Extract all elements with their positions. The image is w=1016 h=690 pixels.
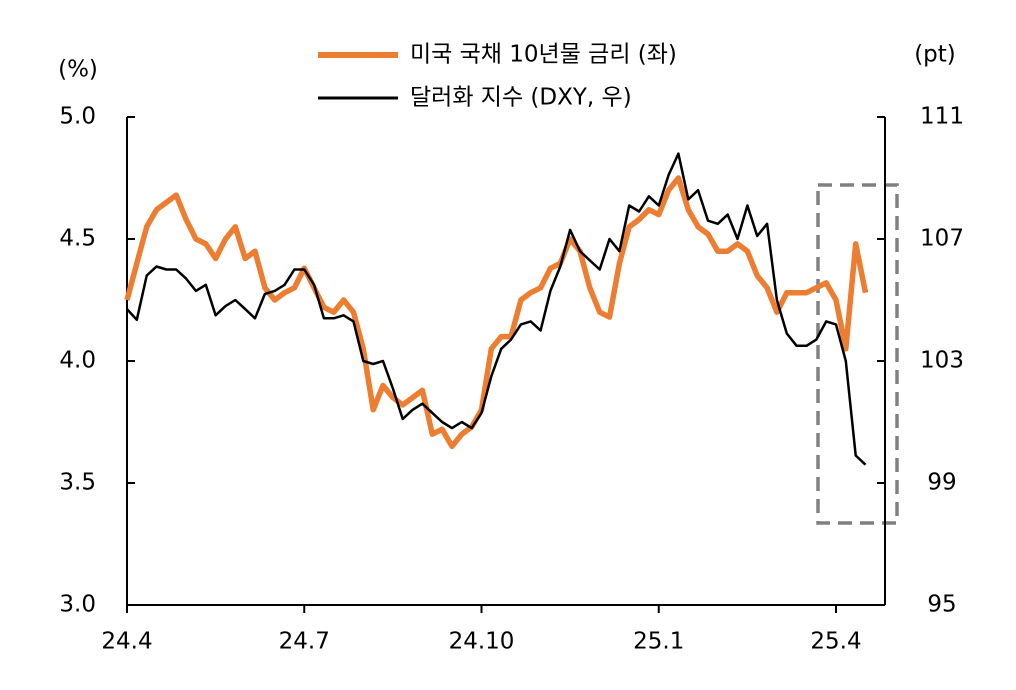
y2-tick-label: 95 — [927, 592, 956, 618]
x-tick-label: 25.4 — [810, 629, 861, 655]
x-tick-label: 24.7 — [279, 629, 330, 655]
highlight-box — [816, 183, 899, 525]
y-tick-label: 4.0 — [59, 348, 96, 374]
y-tick-label: 4.5 — [59, 226, 96, 252]
y2-axis-label: (pt) — [914, 42, 956, 68]
y2-tick-label: 103 — [920, 348, 964, 374]
y2-tick-label: 111 — [920, 104, 964, 130]
legend-label: 미국 국채 10년물 금리 (좌) — [410, 42, 677, 68]
y2-tick-label: 107 — [920, 226, 964, 252]
data-line — [126, 152, 867, 466]
y-tick-label: 3.5 — [59, 470, 96, 496]
y2-tick-label: 99 — [927, 470, 956, 496]
data-line — [124, 175, 869, 450]
x-tick-label: 25.1 — [633, 629, 684, 655]
x-tick-label: 24.4 — [101, 629, 152, 655]
x-tick-label: 24.10 — [449, 629, 515, 655]
legend-label: 달러화 지수 (DXY, 우) — [410, 85, 632, 111]
y-tick-label: 3.0 — [59, 592, 96, 618]
y-tick-label: 5.0 — [59, 104, 96, 130]
y-axis-label: (%) — [58, 57, 98, 83]
